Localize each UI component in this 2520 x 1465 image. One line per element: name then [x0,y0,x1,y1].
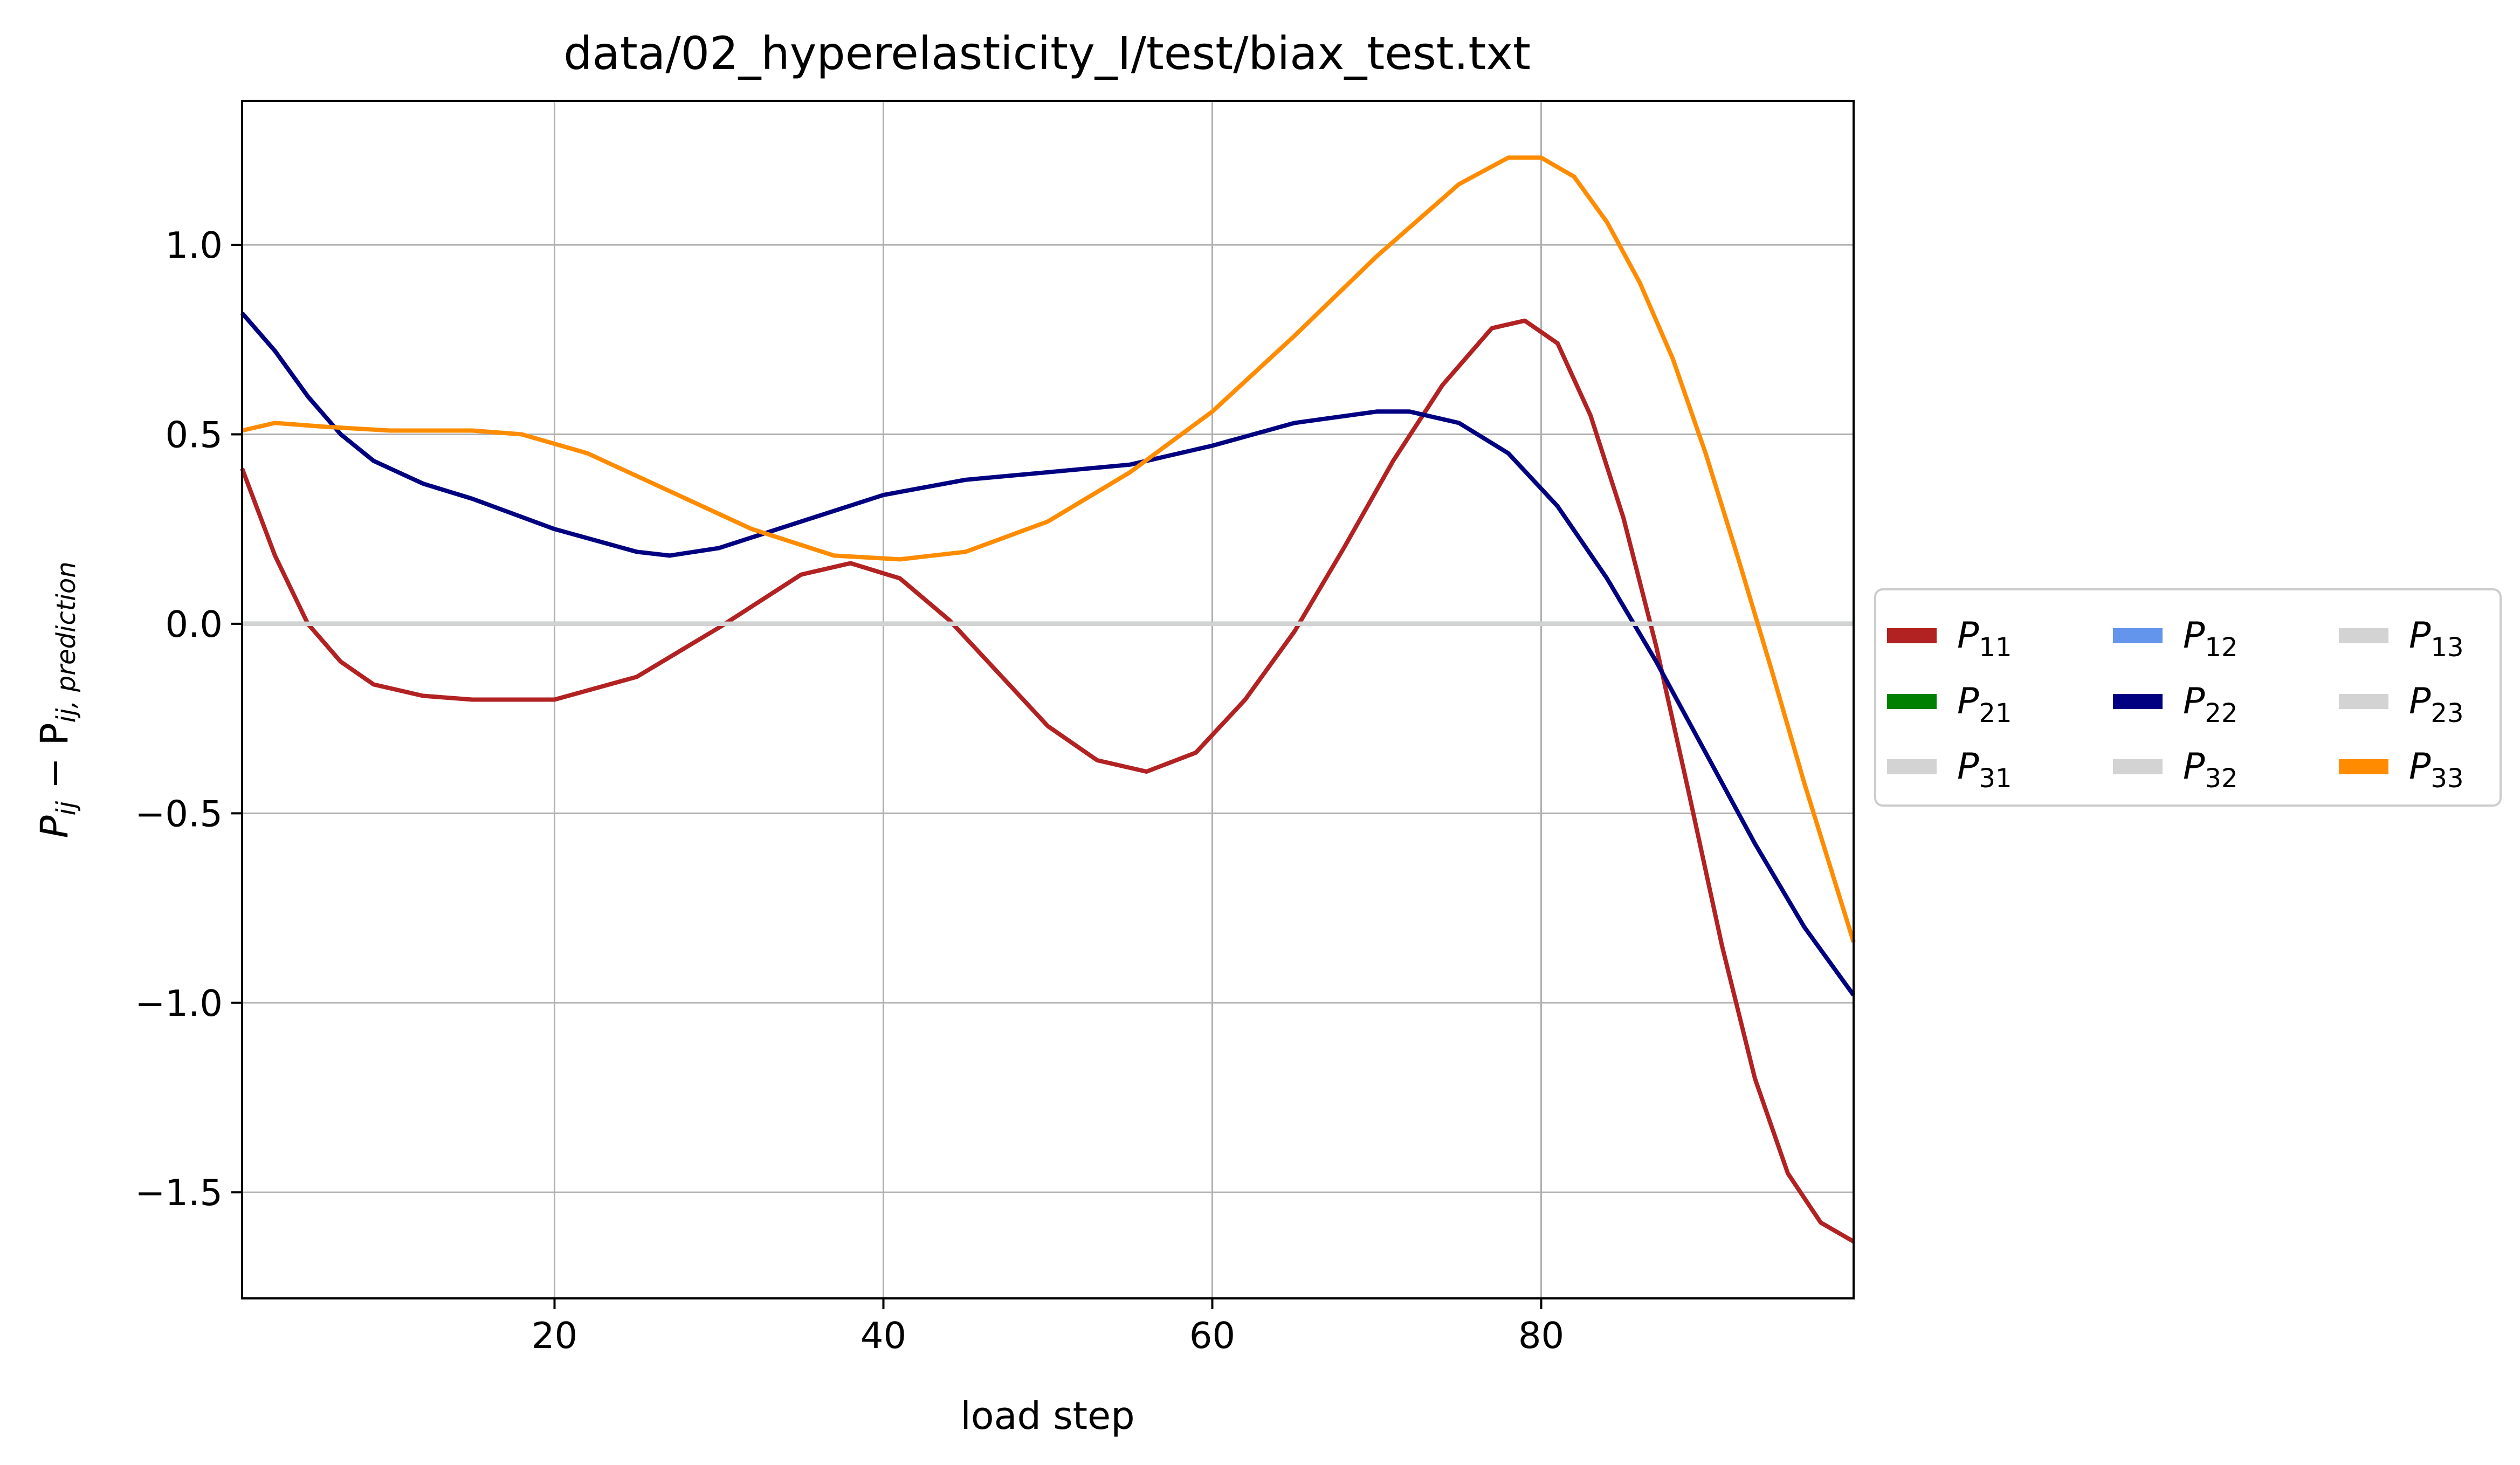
legend-frame [1874,588,2502,807]
x-tick-label: 80 [1518,1315,1564,1357]
x-tick-label: 60 [1189,1315,1235,1357]
legend-swatch-p11 [1887,628,1937,643]
series-line-p22 [240,311,1856,997]
y-tick-label: −0.5 [135,793,223,835]
y-axis-title-minus: − P [32,723,77,801]
legend-label-p11: P11 [1957,614,2012,663]
y-axis-title-sub1: ij [51,801,81,815]
legend-swatch-p13 [2339,628,2388,643]
y-axis-title-main: P [32,815,77,838]
x-axis-title: load step [960,1394,1134,1438]
legend-label-p13: P13 [2409,614,2463,663]
grid-lines [242,101,1854,1298]
legend-label-p33: P33 [2409,745,2463,794]
y-tick-label: 0.0 [165,603,223,645]
y-axis-ticks: −1.5 −1.0 −0.5 0.0 0.5 1.0 [135,224,242,1214]
series-line-p11 [240,318,1855,1244]
y-axis-title-sub2: ij, prediction [51,561,81,723]
legend-swatch-p32 [2113,759,2163,774]
y-tick-label: −1.5 [135,1172,223,1214]
legend-label-p22: P22 [2183,680,2237,728]
legend-label-p32: P32 [2183,745,2237,794]
legend-swatch-p22 [2113,694,2163,709]
chart-title: data/02_hyperelasticity_I/test/biax_test… [563,27,1531,80]
legend-swatch-p31 [1887,759,1937,774]
legend-label-p21: P21 [1957,680,2012,728]
x-tick-label: 40 [860,1315,906,1357]
plot-area-frame [241,100,1855,1299]
y-axis-title: Pij − Pij, prediction [32,561,81,838]
legend-label-p12: P12 [2183,614,2237,663]
legend: P11 P21 P31 P12 P22 P32 P13 P23 P33 [1874,588,2502,807]
y-tick-label: −1.0 [135,982,223,1024]
y-tick-label: 1.0 [165,224,223,266]
legend-swatch-p33 [2339,759,2388,774]
legend-swatch-p21 [1887,694,1937,709]
plot-series [240,155,1856,1244]
x-tick-label: 20 [532,1315,577,1357]
series-line-p33 [242,155,1856,943]
x-axis-ticks: 20 40 60 80 [532,1298,1564,1357]
legend-label-p31: P31 [1957,745,2012,794]
y-tick-label: 0.5 [165,414,223,456]
legend-label-p23: P23 [2409,680,2463,728]
legend-swatch-p23 [2339,694,2388,709]
legend-swatch-p12 [2113,628,2163,643]
